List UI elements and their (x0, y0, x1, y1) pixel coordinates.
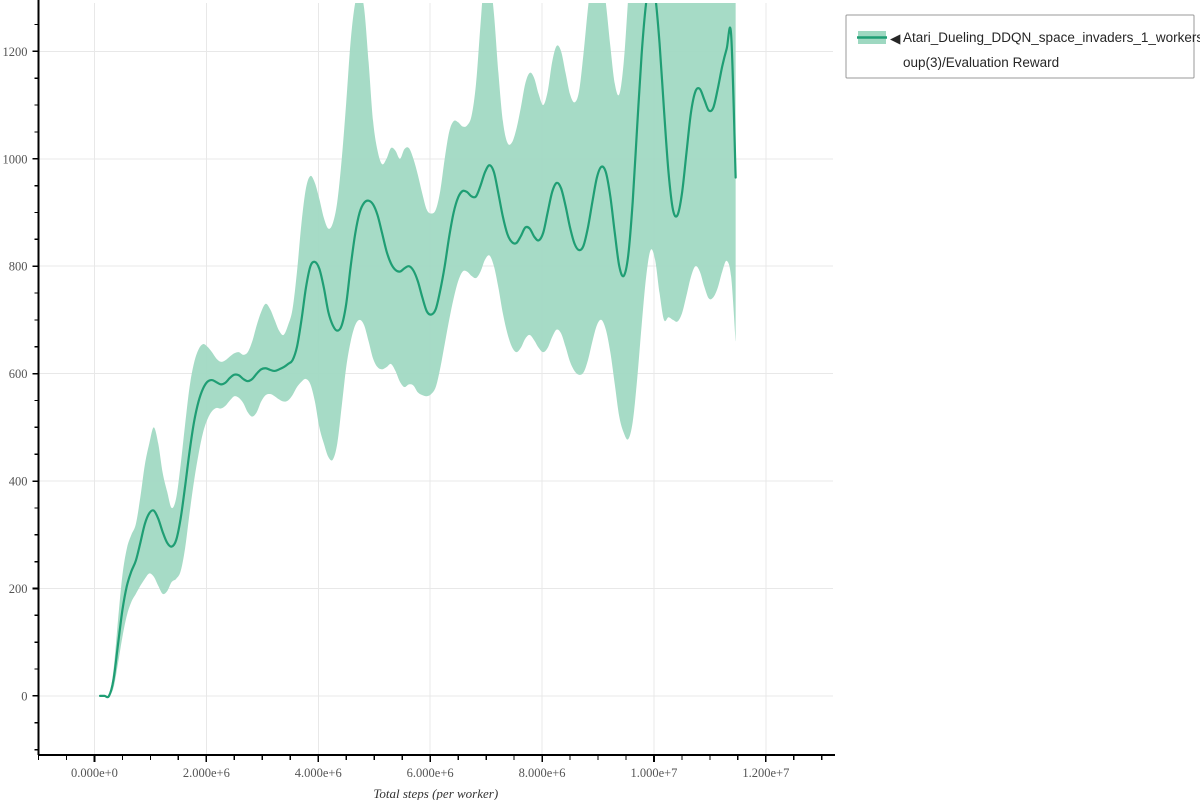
x-tick-label-3: 6.000e+6 (407, 766, 454, 780)
y-tick-label-4: 800 (9, 260, 28, 274)
x-axis-title: Total steps (per worker) (373, 786, 498, 800)
legend-label-line1: Atari_Dueling_DDQN_space_invaders_1_work… (903, 30, 1200, 45)
x-tick-label-4: 8.000e+6 (519, 766, 566, 780)
x-tick-label-1: 2.000e+6 (183, 766, 230, 780)
legend[interactable]: ◀ Atari_Dueling_DDQN_space_invaders_1_wor… (845, 14, 1200, 79)
series-line-0[interactable] (98, 0, 737, 699)
confidence-band-0 (100, 3, 736, 698)
x-tick-label-0: 0.000e+0 (71, 766, 118, 780)
axes (37, 0, 835, 756)
legend-label-line2: oup(3)/Evaluation Reward (903, 55, 1059, 70)
x-tick-label-2: 4.000e+6 (295, 766, 342, 780)
x-tick-label-5: 1.000e+7 (630, 766, 677, 780)
y-tick-label-1: 200 (9, 582, 28, 596)
y-tick-label-3: 600 (9, 367, 28, 381)
y-tick-label-5: 1000 (3, 152, 28, 166)
y-tick-label-2: 400 (9, 475, 28, 489)
x-tick-label-6: 1.200e+7 (742, 766, 789, 780)
x-axis-ticks: 0.000e+0 2.000e+6 4.000e+6 6.000e+6 8.000e+6… (37, 755, 823, 780)
y-tick-label-6: 1200 (3, 45, 28, 59)
y-axis-ticks: 0 200 400 600 800 1000 1200 (3, 23, 39, 751)
y-tick-label-0: 0 (21, 689, 27, 703)
legend-marker-icon: ◀ (890, 31, 901, 46)
legend-box (845, 14, 1195, 79)
data-layer (98, 0, 737, 699)
